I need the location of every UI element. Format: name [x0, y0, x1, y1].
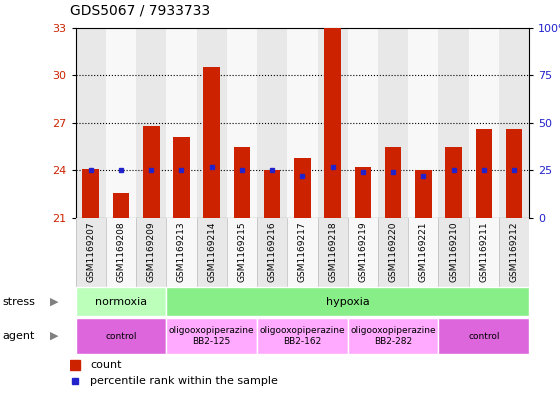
- Text: GSM1169220: GSM1169220: [389, 222, 398, 282]
- Bar: [445, 147, 462, 218]
- Bar: [257, 318, 348, 354]
- Bar: [197, 218, 227, 287]
- Bar: [76, 287, 166, 316]
- Text: oligooxopiperazine
BB2-282: oligooxopiperazine BB2-282: [351, 326, 436, 346]
- Bar: [438, 218, 469, 287]
- Text: GSM1169211: GSM1169211: [479, 222, 488, 282]
- Bar: [499, 218, 529, 287]
- Bar: [324, 28, 341, 218]
- Text: hypoxia: hypoxia: [326, 297, 370, 307]
- Text: GSM1169216: GSM1169216: [268, 222, 277, 282]
- Bar: [469, 218, 499, 287]
- Bar: [499, 28, 529, 218]
- Bar: [415, 171, 432, 218]
- Text: GSM1169210: GSM1169210: [449, 222, 458, 282]
- Text: ▶: ▶: [50, 297, 59, 307]
- Bar: [76, 318, 166, 354]
- Bar: [166, 28, 197, 218]
- Text: ▶: ▶: [50, 331, 59, 341]
- Bar: [438, 28, 469, 218]
- Bar: [166, 318, 257, 354]
- Bar: [113, 193, 129, 218]
- Bar: [257, 28, 287, 218]
- Bar: [348, 318, 438, 354]
- Bar: [438, 318, 529, 354]
- Bar: [348, 28, 378, 218]
- Bar: [76, 28, 106, 218]
- Text: GSM1169218: GSM1169218: [328, 222, 337, 282]
- Bar: [136, 28, 166, 218]
- Text: stress: stress: [3, 297, 36, 307]
- Text: GSM1169212: GSM1169212: [510, 222, 519, 282]
- Bar: [76, 218, 106, 287]
- Bar: [227, 218, 257, 287]
- Text: agent: agent: [3, 331, 35, 341]
- Bar: [348, 218, 378, 287]
- Bar: [475, 129, 492, 218]
- Text: GSM1169219: GSM1169219: [358, 222, 367, 282]
- Text: control: control: [468, 332, 500, 340]
- Text: GSM1169221: GSM1169221: [419, 222, 428, 282]
- Text: GSM1169217: GSM1169217: [298, 222, 307, 282]
- Bar: [166, 287, 529, 316]
- Bar: [408, 218, 438, 287]
- Bar: [318, 28, 348, 218]
- Bar: [257, 218, 287, 287]
- Bar: [173, 137, 190, 218]
- Text: GSM1169213: GSM1169213: [177, 222, 186, 282]
- Bar: [408, 28, 438, 218]
- Text: GSM1169208: GSM1169208: [116, 222, 125, 282]
- Bar: [469, 28, 499, 218]
- Text: GSM1169207: GSM1169207: [86, 222, 95, 282]
- Text: normoxia: normoxia: [95, 297, 147, 307]
- Text: percentile rank within the sample: percentile rank within the sample: [90, 376, 278, 386]
- Bar: [287, 28, 318, 218]
- Bar: [197, 28, 227, 218]
- Text: GSM1169215: GSM1169215: [237, 222, 246, 282]
- Text: GDS5067 / 7933733: GDS5067 / 7933733: [70, 4, 210, 18]
- Bar: [354, 167, 371, 218]
- Text: count: count: [90, 360, 122, 371]
- Bar: [506, 129, 522, 218]
- Bar: [106, 218, 136, 287]
- Bar: [106, 28, 136, 218]
- Bar: [294, 158, 311, 218]
- Bar: [264, 171, 281, 218]
- Text: control: control: [105, 332, 137, 340]
- Bar: [166, 218, 197, 287]
- Bar: [234, 147, 250, 218]
- Bar: [136, 218, 166, 287]
- Text: oligooxopiperazine
BB2-125: oligooxopiperazine BB2-125: [169, 326, 254, 346]
- Bar: [378, 28, 408, 218]
- Bar: [227, 28, 257, 218]
- Bar: [287, 218, 318, 287]
- Bar: [203, 67, 220, 218]
- Text: GSM1169209: GSM1169209: [147, 222, 156, 282]
- Bar: [385, 147, 402, 218]
- Text: GSM1169214: GSM1169214: [207, 222, 216, 282]
- Bar: [378, 218, 408, 287]
- Bar: [143, 126, 160, 218]
- Bar: [318, 218, 348, 287]
- Bar: [82, 169, 99, 218]
- Text: oligooxopiperazine
BB2-162: oligooxopiperazine BB2-162: [260, 326, 345, 346]
